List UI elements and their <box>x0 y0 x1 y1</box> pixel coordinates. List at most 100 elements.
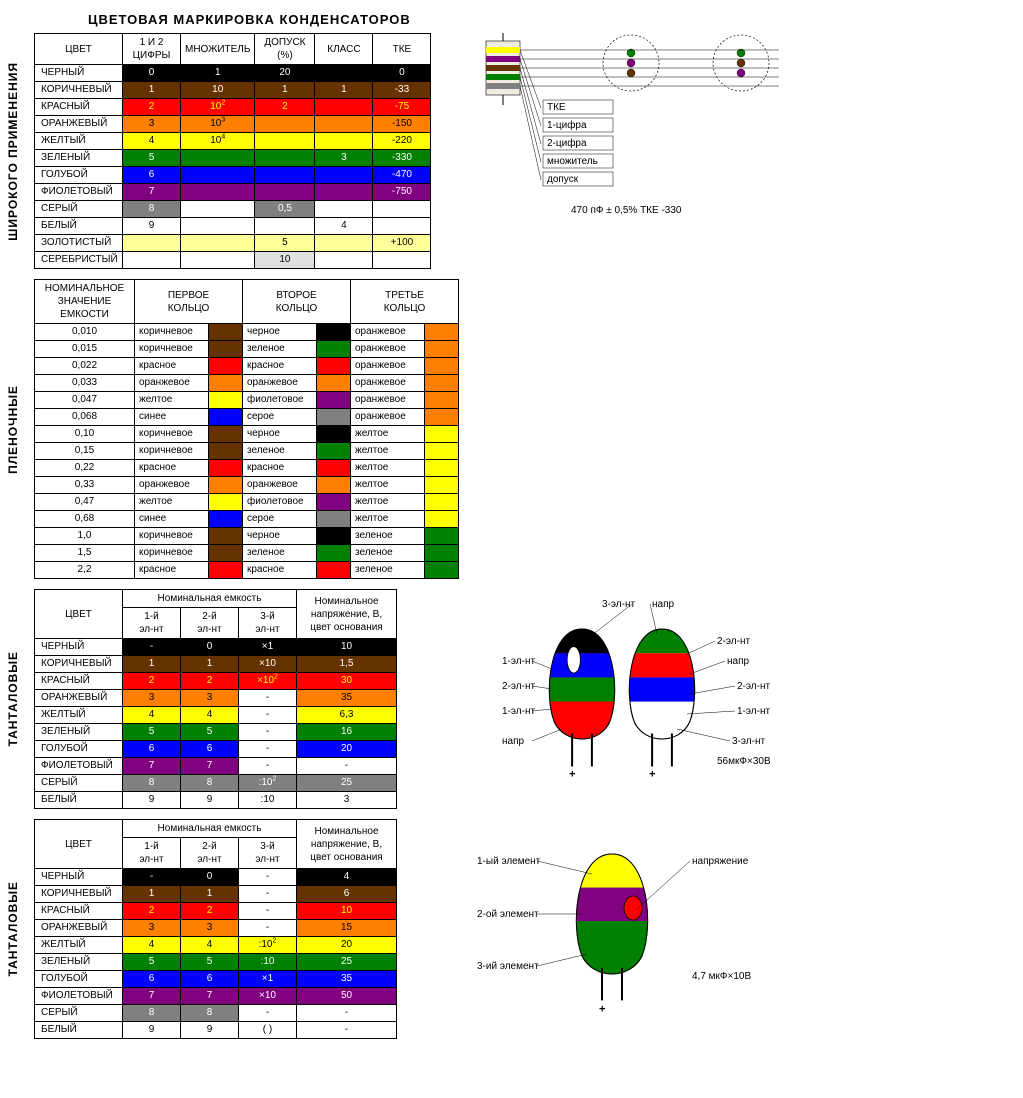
color-swatch <box>209 477 243 494</box>
svg-text:1-эл-нт: 1-эл-нт <box>737 706 770 717</box>
color-swatch <box>209 545 243 562</box>
color-swatch <box>317 392 351 409</box>
table-row: ЧЕРНЫЙ-0×110 <box>35 639 397 656</box>
color-swatch <box>425 562 459 579</box>
table-row: БЕЛЫЙ99:103 <box>35 792 397 809</box>
table-row: ЖЕЛТЫЙ4104-220 <box>35 133 431 150</box>
svg-text:напр: напр <box>727 656 749 667</box>
svg-text:4,7 мкФ×10В: 4,7 мкФ×10В <box>692 971 751 982</box>
color-swatch <box>317 426 351 443</box>
table-row: 0,47желтоефиолетовоежелтое <box>35 494 459 511</box>
table-row: 0,033оранжевоеоранжевоеоранжевое <box>35 375 459 392</box>
section-film: ПЛЕНОЧНЫЕ НОМИНАЛЬНОЕЗНАЧЕНИЕЕМКОСТИПЕРВ… <box>6 279 1013 579</box>
table-row: ФИОЛЕТОВЫЙ7-750 <box>35 184 431 201</box>
color-swatch <box>209 375 243 392</box>
table-row: 0,68синеесероежелтое <box>35 511 459 528</box>
color-swatch <box>425 460 459 477</box>
color-swatch <box>209 341 243 358</box>
table-tantalum: ЦВЕТНоминальная емкостьНоминальноенапряж… <box>34 819 397 1039</box>
color-swatch <box>425 477 459 494</box>
svg-text:1-эл-нт: 1-эл-нт <box>502 656 535 667</box>
table-row: КРАСНЫЙ22-10 <box>35 903 397 920</box>
table-row: 1,0коричневоечерноезеленое <box>35 528 459 545</box>
color-swatch <box>317 494 351 511</box>
color-swatch <box>209 511 243 528</box>
table-row: СЕРЫЙ88:10225 <box>35 775 397 792</box>
table-row: ГОЛУБОЙ66-20 <box>35 741 397 758</box>
color-swatch <box>209 460 243 477</box>
color-swatch <box>317 528 351 545</box>
section-tantalum-a: ТАНТАЛОВЫЕ ЦВЕТНоминальная емкостьНомина… <box>6 589 1013 809</box>
svg-text:2-эл-нт: 2-эл-нт <box>717 636 750 647</box>
page-title: ЦВЕТОВАЯ МАРКИРОВКА КОНДЕНСАТОРОВ <box>88 12 1013 27</box>
color-swatch <box>317 477 351 494</box>
color-swatch <box>317 545 351 562</box>
col-header: ДОПУСК(%) <box>255 34 315 65</box>
diagram-tantalum-multi: ++3-эл-нтнапр1-эл-нт2-эл-нт2-эл-нтнапр1-… <box>417 589 797 789</box>
svg-text:3-эл-нт: 3-эл-нт <box>602 599 635 610</box>
col-header: ПЕРВОЕКОЛЬЦО <box>135 280 243 324</box>
col-header: 2-йэл-нт <box>181 838 239 869</box>
table-row: ФИОЛЕТОВЫЙ77-- <box>35 758 397 775</box>
col-header: ЦВЕТ <box>35 820 123 869</box>
color-swatch <box>425 324 459 341</box>
color-swatch <box>425 358 459 375</box>
color-swatch <box>317 324 351 341</box>
col-header: ТРЕТЬЕКОЛЬЦО <box>351 280 459 324</box>
col-header: КЛАСС <box>315 34 373 65</box>
svg-text:470 пФ ± 0,5% ТКЕ -330: 470 пФ ± 0,5% ТКЕ -330 <box>571 205 682 216</box>
section-general: ШИРОКОГО ПРИМЕНЕНИЯ ЦВЕТ1 И 2ЦИФРЫМНОЖИТ… <box>6 33 1013 269</box>
table-row: СЕРЫЙ80,5 <box>35 201 431 218</box>
table-row: СЕРЫЙ88-- <box>35 1005 397 1022</box>
svg-text:2-эл-нт: 2-эл-нт <box>502 681 535 692</box>
table-row: 0,068синеесероеоранжевое <box>35 409 459 426</box>
col-header: 3-йэл-нт <box>239 608 297 639</box>
svg-text:+: + <box>649 769 655 781</box>
color-swatch <box>317 443 351 460</box>
diagram-tantalum-single: +1-ый элементнапряжение2-ой элемент3-ий … <box>417 819 797 1019</box>
table-row: КРАСНЫЙ22×10230 <box>35 673 397 690</box>
color-swatch <box>425 409 459 426</box>
table-row: ГОЛУБОЙ66×135 <box>35 971 397 988</box>
color-swatch <box>317 341 351 358</box>
table-row: ЧЕРНЫЙ-0-4 <box>35 869 397 886</box>
color-swatch <box>209 409 243 426</box>
color-swatch <box>317 375 351 392</box>
table-film: НОМИНАЛЬНОЕЗНАЧЕНИЕЕМКОСТИПЕРВОЕКОЛЬЦОВТ… <box>34 279 459 579</box>
col-header: Номинальноенапряжение, В,цвет основания <box>297 590 397 639</box>
vlabel-general: ШИРОКОГО ПРИМЕНЕНИЯ <box>6 62 28 241</box>
color-swatch <box>425 426 459 443</box>
table-row: СЕРЕБРИСТЫЙ10 <box>35 252 431 269</box>
table-row: БЕЛЫЙ94 <box>35 218 431 235</box>
color-swatch <box>425 443 459 460</box>
svg-text:напряжение: напряжение <box>692 856 749 867</box>
diagram-axial-cap: ТКЕ1-цифра2-цифрамножительдопуск470 пФ ±… <box>451 33 831 243</box>
table-row: 2,2красноекрасноезеленое <box>35 562 459 579</box>
color-swatch <box>209 494 243 511</box>
color-swatch <box>317 562 351 579</box>
svg-text:+: + <box>569 769 575 781</box>
table-row: ГОЛУБОЙ6-470 <box>35 167 431 184</box>
table-row: КОРИЧНЕВЫЙ11×101,5 <box>35 656 397 673</box>
color-swatch <box>425 341 459 358</box>
svg-text:2-ой элемент: 2-ой элемент <box>477 909 539 920</box>
col-header: 3-йэл-нт <box>239 838 297 869</box>
color-swatch <box>209 562 243 579</box>
table-row: 0,33оранжевоеоранжевоежелтое <box>35 477 459 494</box>
vlabel-tantalum-a: ТАНТАЛОВЫЕ <box>6 651 28 746</box>
table-row: КОРИЧНЕВЫЙ11-6 <box>35 886 397 903</box>
color-swatch <box>425 375 459 392</box>
color-swatch <box>209 528 243 545</box>
table-row: ЖЕЛТЫЙ44:10220 <box>35 937 397 954</box>
svg-text:допуск: допуск <box>547 174 579 185</box>
col-header: 2-йэл-нт <box>181 608 239 639</box>
table-row: 0,022красноекрасноеоранжевое <box>35 358 459 375</box>
section-tantalum-b: ТАНТАЛОВЫЕ ЦВЕТНоминальная емкостьНомина… <box>6 819 1013 1039</box>
table-row: 0,15коричневоезеленоежелтое <box>35 443 459 460</box>
col-header: МНОЖИТЕЛЬ <box>181 34 255 65</box>
color-swatch <box>317 511 351 528</box>
col-header-group: Номинальная емкость <box>123 820 297 838</box>
color-swatch <box>317 358 351 375</box>
table-row: ФИОЛЕТОВЫЙ77×1050 <box>35 988 397 1005</box>
col-header: 1 И 2ЦИФРЫ <box>123 34 181 65</box>
